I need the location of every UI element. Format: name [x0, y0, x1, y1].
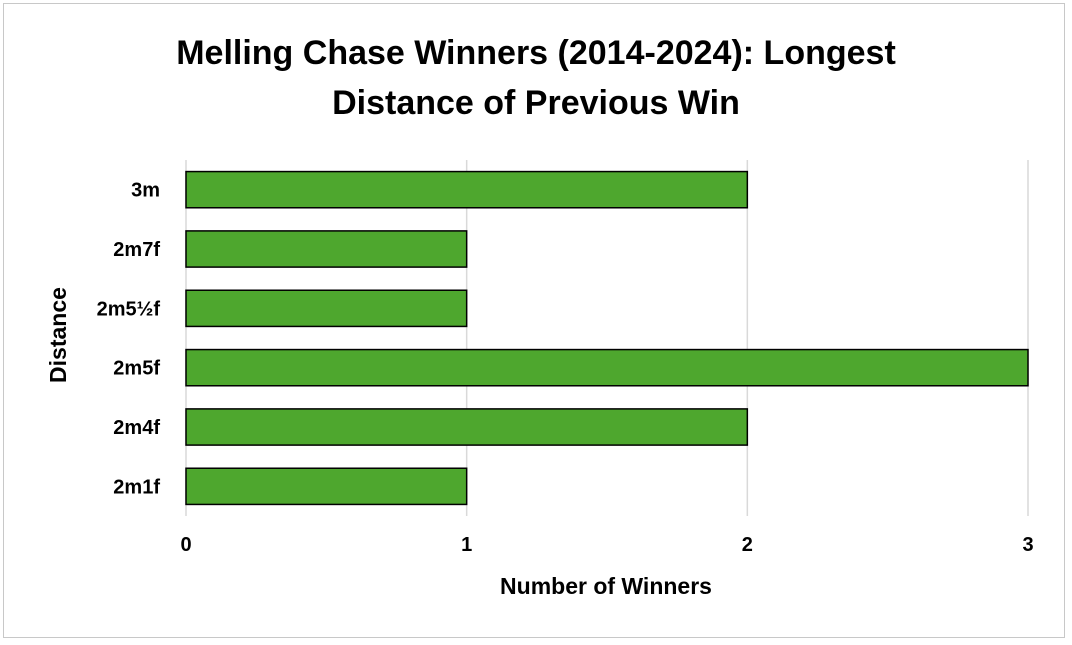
bar-3	[185, 348, 1029, 387]
y-tick-label: 2m5½f	[97, 298, 161, 320]
x-tick-label: 1	[461, 534, 472, 556]
bar-4	[185, 408, 749, 446]
bars	[185, 170, 1029, 506]
y-tick-labels: 3m 2m7f 2m5½f 2m5f 2m4f 2m1f	[97, 180, 161, 499]
y-tick-label: 3m	[131, 180, 160, 202]
y-tick-label: 2m1f	[113, 476, 160, 498]
chart-title-line-1: Melling Chase Winners (2014-2024): Longe…	[176, 34, 896, 72]
bar-2	[185, 289, 468, 328]
chart-title: Melling Chase Winners (2014-2024): Longe…	[0, 28, 1072, 128]
x-axis-title: Number of Winners	[500, 573, 712, 599]
chart-frame	[3, 3, 1065, 638]
chart-title-line-2: Distance of Previous Win	[332, 84, 740, 122]
gridlines	[185, 160, 1029, 516]
bar-5	[185, 467, 468, 506]
x-tick-label: 0	[180, 534, 191, 556]
y-tick-label: 2m7f	[113, 239, 160, 261]
bar-1	[185, 230, 468, 268]
y-tick-label: 2m4f	[113, 417, 160, 439]
y-tick-label: 2m5f	[113, 358, 160, 380]
y-axis-title: Distance	[45, 287, 71, 383]
x-tick-labels: 0 1 2 3	[180, 534, 1033, 556]
x-tick-label: 2	[742, 534, 753, 556]
bar-0	[185, 170, 749, 209]
x-tick-label: 3	[1022, 534, 1033, 556]
